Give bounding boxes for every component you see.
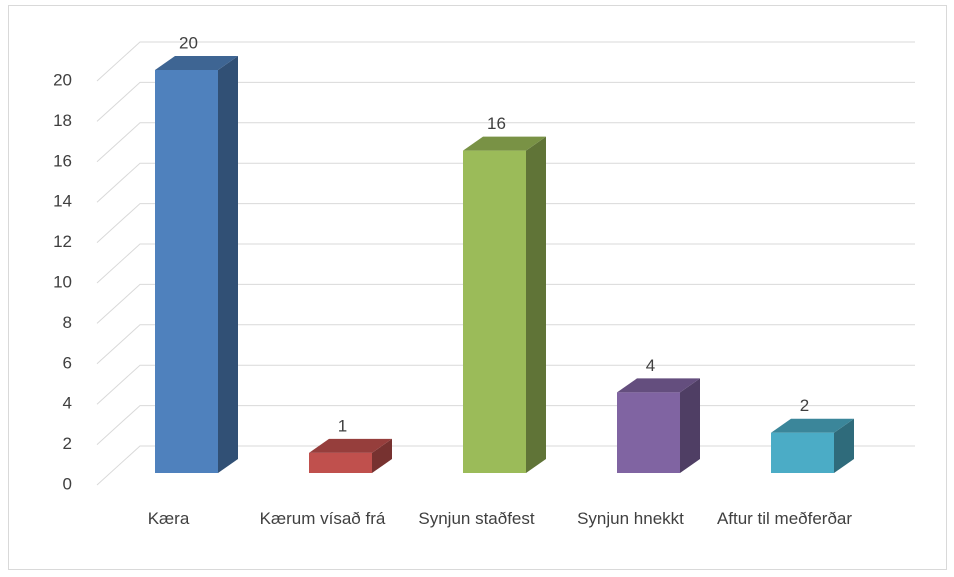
bar-side	[834, 418, 854, 473]
y-tick-label: 2	[63, 434, 72, 453]
grid-line	[96, 41, 915, 82]
y-tick-label: 12	[53, 232, 72, 251]
x-tick-label: Aftur til meðferðar	[716, 509, 853, 528]
value-label: 4	[646, 356, 655, 375]
bar-top	[771, 418, 854, 433]
bar	[463, 150, 526, 473]
bar-side	[680, 378, 700, 473]
y-tick-label: 20	[53, 70, 72, 89]
value-label: 20	[179, 33, 198, 52]
value-label: 2	[800, 396, 809, 415]
grid-line	[96, 203, 915, 243]
y-tick-label: 16	[53, 151, 72, 170]
y-tick-label: 6	[63, 353, 72, 372]
x-tick-label: Synjun staðfest	[418, 509, 535, 528]
bar-top	[617, 378, 700, 393]
y-tick-label: 14	[53, 192, 72, 211]
bar	[155, 70, 218, 473]
grid-line	[96, 243, 915, 284]
grid-line	[96, 283, 915, 324]
x-tick-label: Kæra	[147, 509, 190, 528]
chart-border	[8, 5, 947, 570]
y-tick-label: 18	[53, 111, 72, 130]
grid-line	[96, 81, 915, 122]
y-tick-label: 8	[63, 313, 72, 332]
value-label: 1	[338, 416, 347, 435]
bar-top	[463, 136, 546, 151]
y-tick-label: 4	[63, 394, 72, 413]
bar-side	[218, 56, 238, 473]
bar	[771, 432, 834, 473]
x-tick-label: Kærum vísað frá	[259, 509, 386, 528]
bar-side	[526, 136, 546, 473]
bar-top	[155, 56, 238, 70]
grid-line	[96, 162, 915, 203]
bar	[309, 452, 372, 473]
bar-side	[372, 438, 392, 473]
grid-line	[96, 324, 915, 365]
value-label: 16	[487, 114, 506, 133]
y-tick-label: 10	[53, 272, 72, 291]
y-tick-label: 0	[63, 474, 72, 493]
bar-top	[309, 438, 392, 453]
grid-line	[96, 364, 915, 405]
x-tick-label: Synjun hnekkt	[577, 509, 684, 528]
grid-line	[96, 122, 915, 163]
bar	[617, 392, 680, 473]
